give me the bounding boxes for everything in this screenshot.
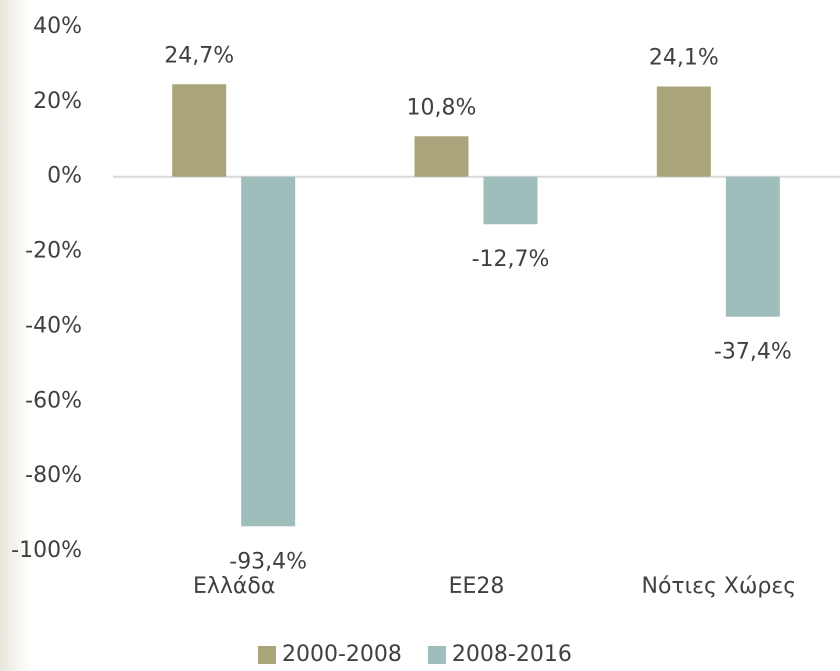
legend-label: 2000-2008 (282, 642, 402, 667)
value-label: -93,4% (229, 549, 307, 574)
y-tick-label: -40% (25, 313, 82, 338)
x-tick-label: Ελλάδα (193, 574, 275, 599)
legend-swatch (258, 646, 276, 664)
bar (725, 176, 780, 317)
y-tick-label: -80% (25, 463, 82, 488)
value-label: -12,7% (472, 247, 550, 272)
x-tick-label: ΕΕ28 (449, 574, 505, 599)
bar (483, 176, 538, 225)
background-edge (0, 0, 30, 671)
bar (414, 136, 469, 177)
y-tick-label: -60% (25, 388, 82, 413)
legend-label: 2008-2016 (452, 642, 572, 667)
value-label: 10,8% (407, 95, 477, 120)
y-tick-label: -20% (25, 239, 82, 264)
y-tick-label: 20% (33, 89, 82, 114)
y-tick-label: 0% (47, 164, 82, 189)
bar (656, 86, 711, 177)
x-tick-label: Νότιες Χώρες (641, 574, 796, 599)
bar (241, 176, 296, 527)
legend-swatch (427, 646, 446, 664)
value-label: -37,4% (714, 340, 792, 365)
value-label: 24,1% (649, 46, 719, 71)
y-tick-label: -100% (11, 538, 82, 563)
value-label: 24,7% (164, 43, 234, 68)
y-tick-label: 40% (33, 14, 82, 39)
bar (172, 84, 227, 177)
